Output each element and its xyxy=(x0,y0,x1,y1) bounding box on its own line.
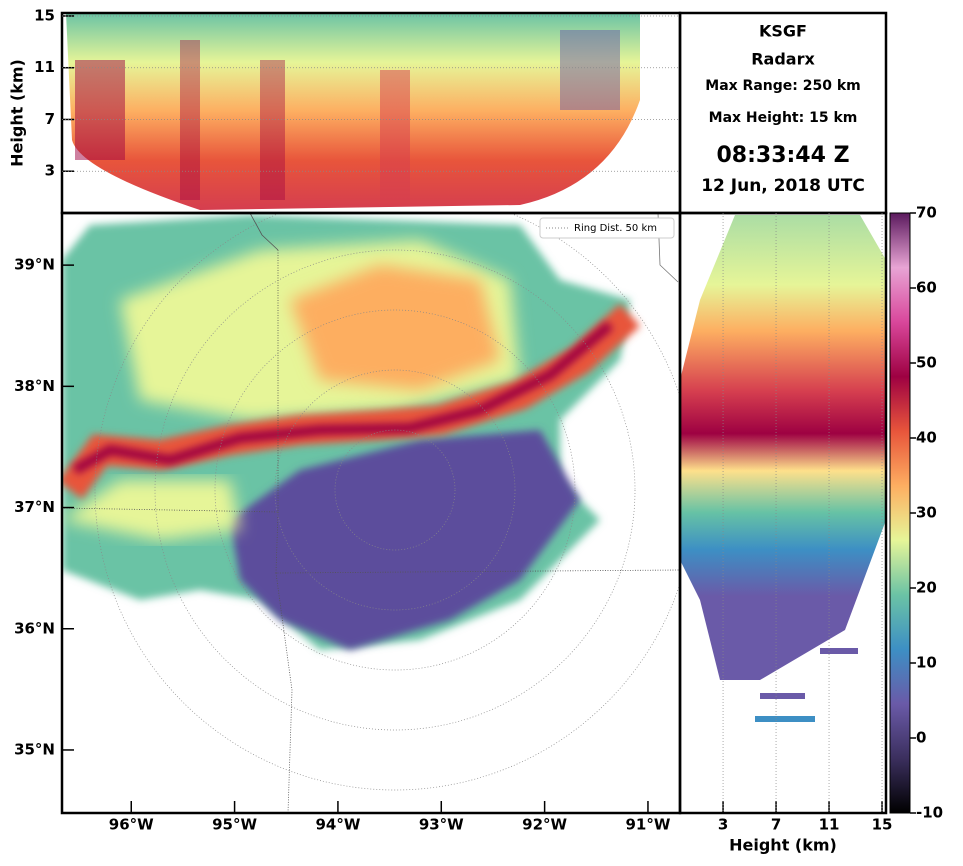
colorbar-tick-label: 70 xyxy=(916,204,937,222)
station: KSGF xyxy=(759,22,807,41)
y-tick-label: 7 xyxy=(45,110,55,128)
date: 12 Jun, 2018 UTC xyxy=(701,176,865,196)
x-tick-label: 92°W xyxy=(522,816,567,834)
y-tick-label: 36°N xyxy=(14,619,55,637)
colorbar-tick-label: 30 xyxy=(916,504,937,522)
max-height: Max Height: 15 km xyxy=(709,110,858,126)
x-tick-label: 15 xyxy=(872,816,893,834)
colorbar-tick-label: -10 xyxy=(916,804,943,822)
legend-box xyxy=(539,217,675,239)
y-tick-label: 39°N xyxy=(14,256,55,274)
y-tick-label: 3 xyxy=(45,162,55,180)
x-tick-label: 96°W xyxy=(109,816,154,834)
product: Radarx xyxy=(751,50,815,69)
reflectivity-echo xyxy=(62,213,680,813)
colorbar-tick-label: 50 xyxy=(916,354,937,372)
cross-section-echo xyxy=(680,215,886,722)
time: 08:33:44 Z xyxy=(716,143,849,168)
max-range: Max Range: 250 km xyxy=(705,78,860,94)
x-tick-label: 95°W xyxy=(212,816,257,834)
x-tick-label: 91°W xyxy=(626,816,671,834)
colorbar-tick-label: 40 xyxy=(916,429,937,447)
x-tick-label: 94°W xyxy=(315,816,360,834)
x-tick-label: 7 xyxy=(771,816,781,834)
legend-label: Ring Dist. 50 km xyxy=(574,223,657,234)
x-tick-label: 3 xyxy=(718,816,728,834)
y-tick-label: 11 xyxy=(34,58,55,76)
y-axis-label: Height (km) xyxy=(8,59,27,167)
y-tick-label: 35°N xyxy=(14,740,55,758)
y-tick-label: 38°N xyxy=(14,377,55,395)
y-tick-label: 37°N xyxy=(14,498,55,516)
colorbar-tick-label: 0 xyxy=(916,729,926,747)
colorbar xyxy=(889,212,911,814)
x-tick-label: 93°W xyxy=(419,816,464,834)
x-axis-label: Height (km) xyxy=(729,836,837,855)
colorbar-tick-label: 20 xyxy=(916,579,937,597)
cross-section-echo xyxy=(66,13,640,210)
x-tick-label: 11 xyxy=(819,816,840,834)
panel-frame xyxy=(60,11,888,815)
y-tick-label: 15 xyxy=(34,6,55,24)
colorbar-tick-label: 60 xyxy=(916,279,937,297)
colorbar-tick-label: 10 xyxy=(916,654,937,672)
